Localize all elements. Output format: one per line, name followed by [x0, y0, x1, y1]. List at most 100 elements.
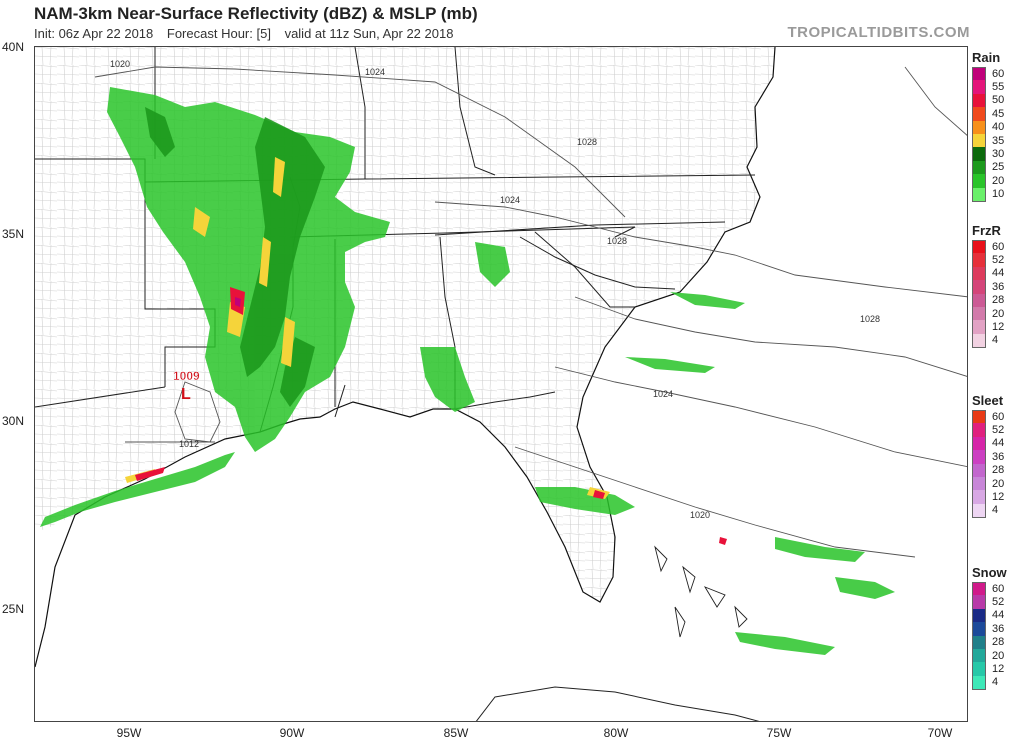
legend-swatch [972, 293, 986, 307]
legend-colorbar: 60 52 44 36 28 20 12 4 [972, 582, 1004, 691]
legend-level: 44 [972, 266, 1004, 281]
legend-level: 12 [972, 320, 1004, 334]
legend-title: Rain [972, 50, 1001, 65]
legend-level: 28 [972, 293, 1004, 307]
legend-level: 60 [972, 582, 1004, 596]
legend-level-label: 40 [992, 121, 1005, 134]
legend-level-label: 25 [992, 161, 1005, 174]
legend-swatch [972, 622, 986, 636]
init-time: Init: 06z Apr 22 2018 [34, 26, 154, 41]
legend-level-label: 12 [992, 663, 1005, 676]
legend-level-label: 4 [992, 676, 999, 689]
low-pressure-center: 1009 L [173, 369, 200, 403]
forecast-info: Init: 06z Apr 22 2018 Forecast Hour: [5]… [34, 26, 463, 41]
legend-level-label: 35 [992, 134, 1005, 147]
legend-level: 12 [972, 662, 1004, 676]
legend-colorbar: 60 52 44 36 28 20 12 4 [972, 410, 1004, 519]
legend-swatch [972, 436, 986, 451]
legend-level-label: 12 [992, 321, 1005, 334]
legend-swatch [972, 450, 986, 464]
legend-level: 4 [972, 333, 998, 348]
legend-level-label: 52 [992, 254, 1005, 267]
lat-label-25n: 25N [2, 602, 25, 616]
precip-heavy-green [145, 107, 325, 407]
legend-level-label: 28 [992, 294, 1005, 307]
low-center-l: L [181, 386, 191, 403]
legend-level: 4 [972, 503, 998, 518]
isobar-label: 1012 [179, 439, 199, 449]
legend-swatch [972, 253, 986, 267]
legend-swatch [972, 187, 986, 201]
legend-level: 52 [972, 423, 1004, 437]
legend-level-label: 60 [992, 67, 1005, 80]
legend-level-label: 36 [992, 450, 1005, 463]
legend-swatch [972, 503, 986, 518]
isobar-label: 1028 [607, 236, 627, 246]
legend-level: 60 [972, 410, 1004, 424]
legend-swatch [972, 608, 986, 623]
legend-level: 55 [972, 80, 1004, 94]
legend-swatch [972, 120, 986, 134]
isobar-label: 1024 [653, 389, 673, 399]
legend-level: 40 [972, 120, 1004, 134]
brand-watermark: TROPICALTIDBITS.COM [787, 24, 970, 41]
legend-level-label: 44 [992, 609, 1005, 622]
legend-swatch [972, 174, 986, 188]
legend-swatch [972, 333, 986, 348]
legend-level: 36 [972, 450, 1004, 464]
legend-level: 20 [972, 476, 1004, 491]
legend-swatch [972, 320, 986, 334]
legend-swatch [972, 107, 986, 121]
legend-level: 28 [972, 463, 1004, 477]
legend-level-label: 20 [992, 649, 1005, 662]
legend-level: 45 [972, 107, 1004, 121]
legend-level-label: 44 [992, 267, 1005, 280]
legend-swatch [972, 463, 986, 477]
legend-level: 4 [972, 675, 998, 690]
lon-label-95w: 95W [116, 726, 142, 740]
legend-swatch [972, 133, 986, 148]
legend-swatch [972, 423, 986, 437]
legend-level-label: 28 [992, 464, 1005, 477]
legend-level-label: 60 [992, 410, 1005, 423]
legend-title: Snow [972, 565, 1007, 580]
legend-swatch [972, 582, 986, 596]
legend-swatch [972, 147, 986, 161]
legend-swatch [972, 266, 986, 281]
legend-level: 20 [972, 174, 1004, 188]
legend-swatch [972, 410, 986, 424]
map-panel: 1020 1024 1028 1024 1028 1028 1024 1020 … [34, 46, 968, 722]
forecast-hour: Forecast Hour: [5] [166, 26, 271, 41]
legend-level: 28 [972, 635, 1004, 649]
legend-level: 20 [972, 306, 1004, 321]
chart-title: NAM-3km Near-Surface Reflectivity (dBZ) … [34, 4, 478, 23]
legend-level-label: 52 [992, 596, 1005, 609]
legend-swatch [972, 306, 986, 321]
legend-level: 35 [972, 133, 1004, 148]
legend-level-label: 30 [992, 148, 1005, 161]
precip-yellow-cells [125, 157, 610, 499]
isobar-label: 1028 [577, 137, 597, 147]
legend-swatch [972, 80, 986, 94]
isobar-label: 1020 [690, 510, 710, 520]
legend-level: 25 [972, 160, 1004, 175]
legend-swatch [972, 476, 986, 491]
legend-level: 30 [972, 147, 1004, 161]
lat-label-35n: 35N [2, 227, 25, 241]
legend-swatch [972, 595, 986, 609]
legend-level: 36 [972, 280, 1004, 294]
legend-level-label: 36 [992, 622, 1005, 635]
valid-time: valid at 11z Sun, Apr 22 2018 [284, 26, 454, 41]
bahamas-islands [654, 545, 748, 638]
legend-frzr: FrzR 60 52 44 36 28 20 12 4 [972, 223, 1020, 352]
legend-swatch [972, 93, 986, 108]
low-pressure-value: 1009 [173, 369, 200, 383]
lon-label-70w: 70W [927, 726, 953, 740]
legend-level-label: 10 [992, 188, 1005, 201]
legend-swatch [972, 160, 986, 175]
legend-level-label: 20 [992, 307, 1005, 320]
legend-level-label: 20 [992, 477, 1005, 490]
legend-swatch [972, 240, 986, 254]
legend-level: 44 [972, 608, 1004, 623]
lat-label-30n: 30N [2, 414, 25, 428]
